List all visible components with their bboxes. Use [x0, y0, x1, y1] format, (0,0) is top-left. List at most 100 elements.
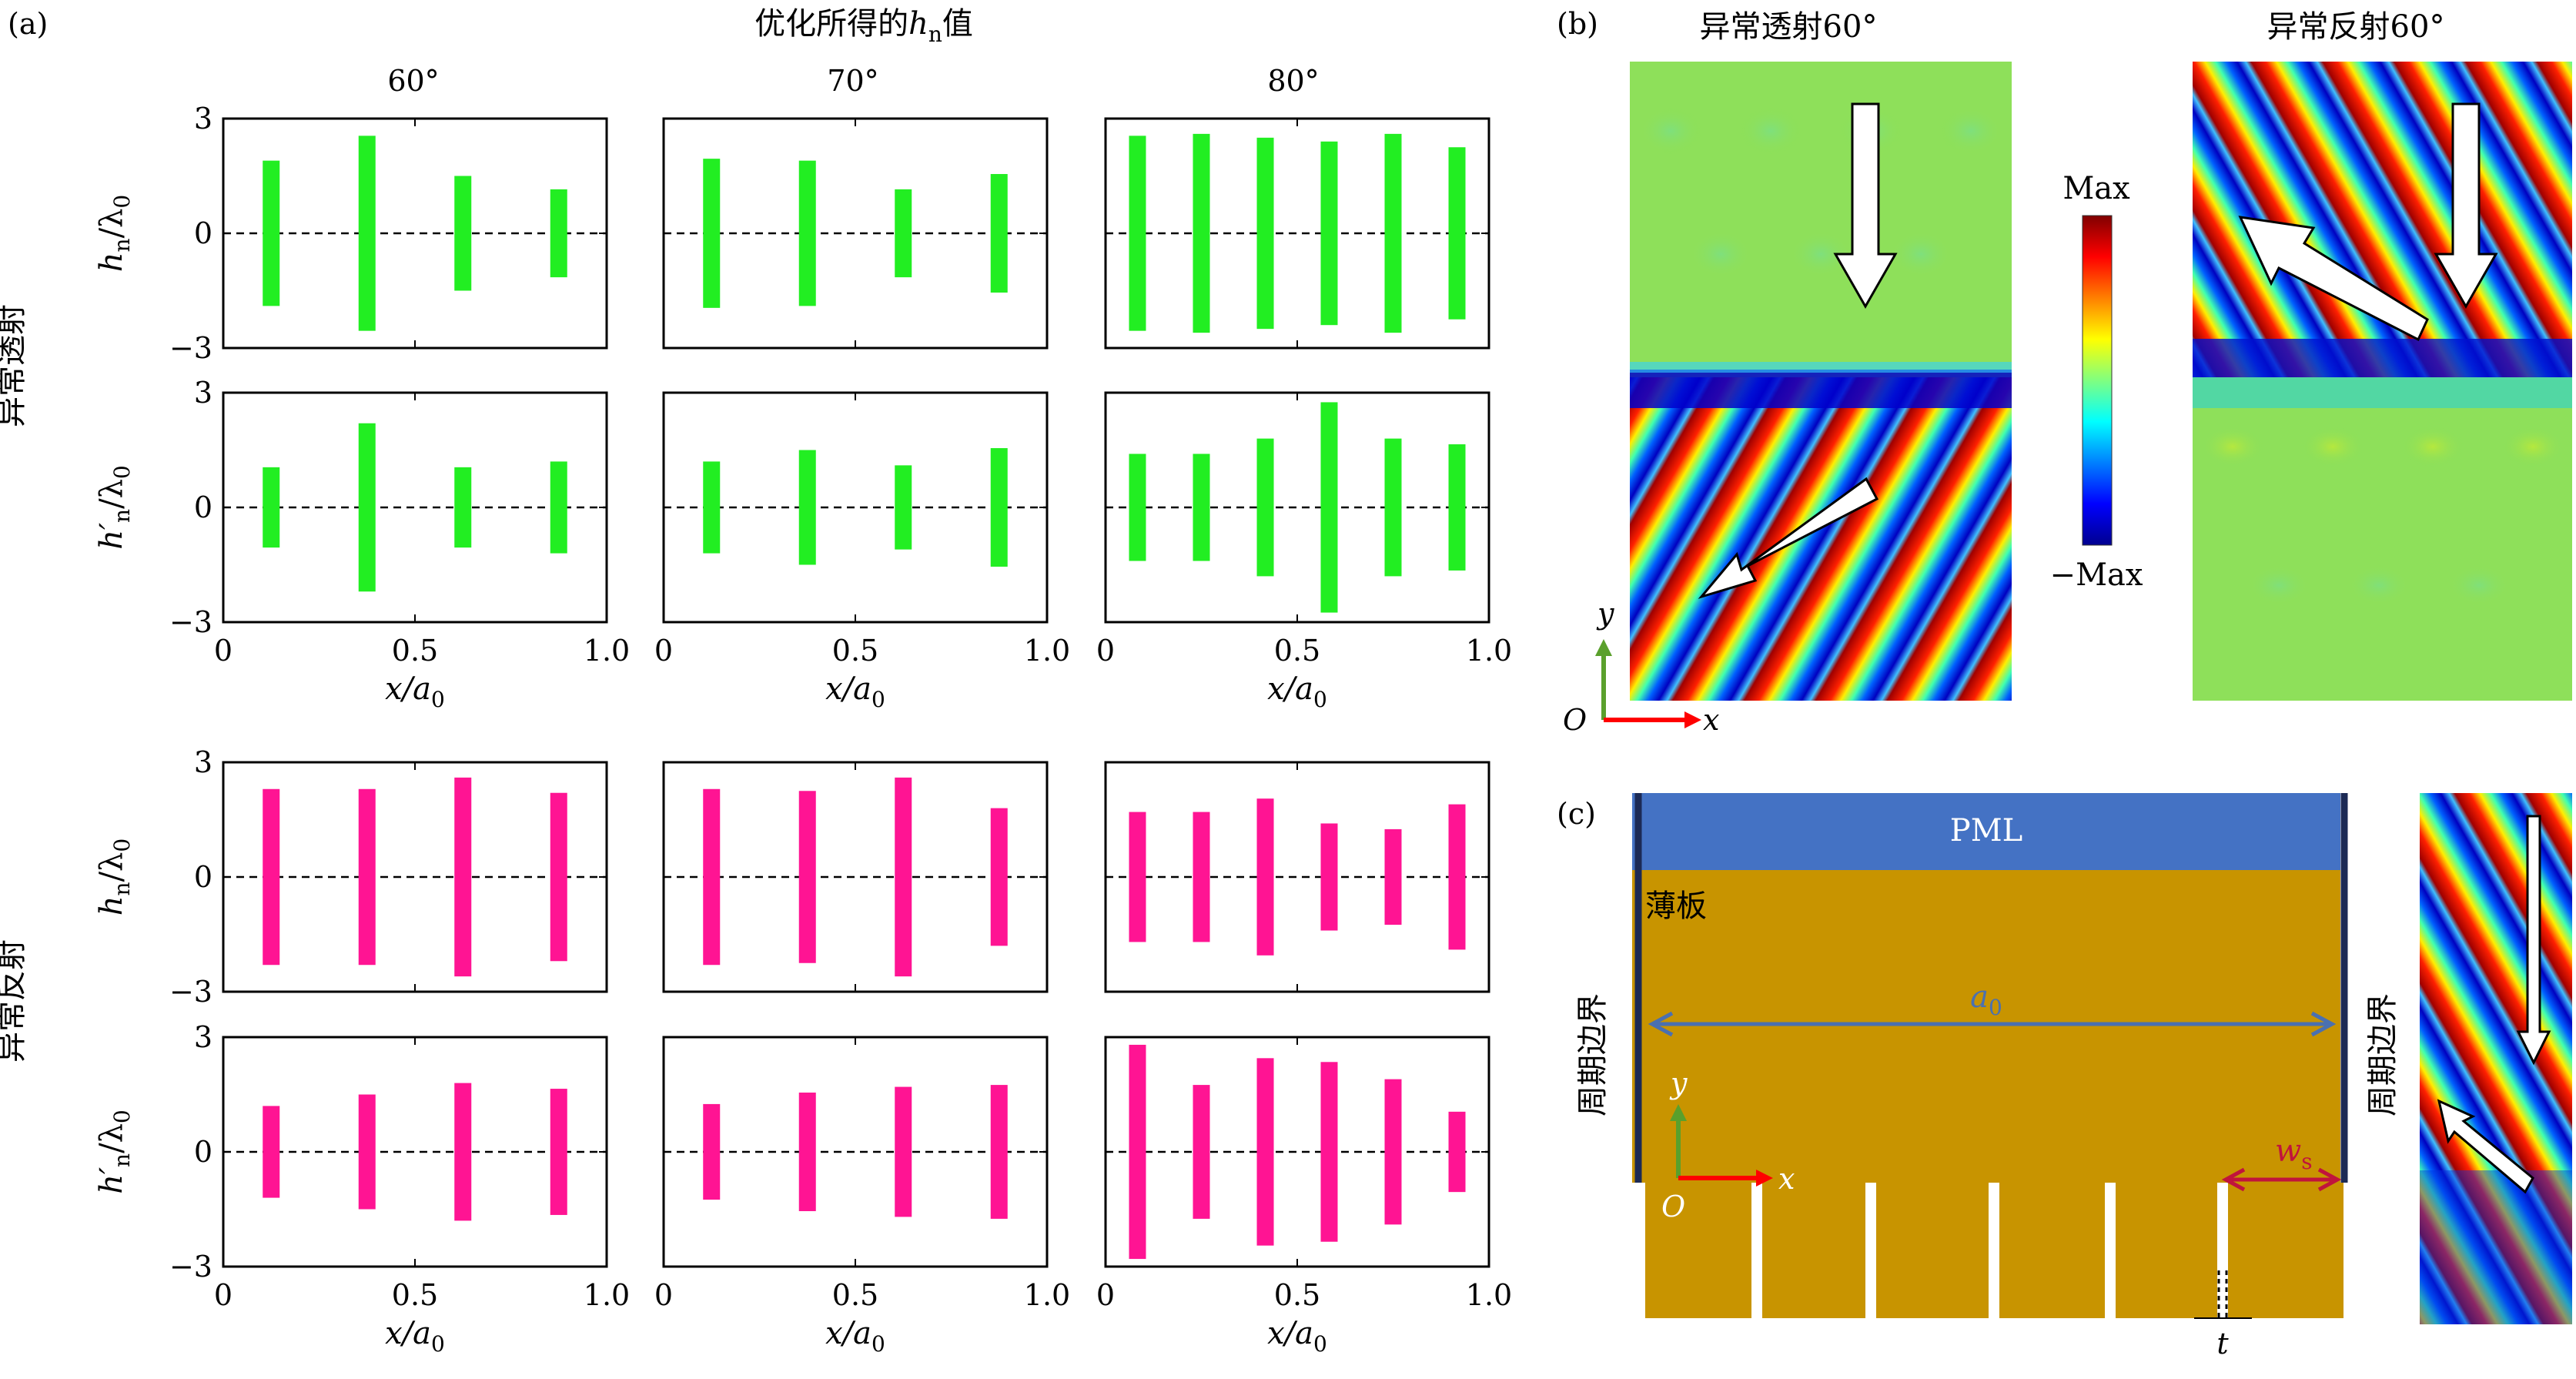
transmitted-arrow: [1698, 477, 1879, 599]
x-tick-label: 1.0: [584, 634, 630, 668]
y-tick-label: 0: [194, 1135, 212, 1169]
bar: [1320, 1062, 1338, 1242]
bar: [550, 1089, 567, 1215]
field-title-reflection: 异常反射60°: [2267, 9, 2445, 45]
bar: [1193, 812, 1210, 942]
bar: [990, 174, 1008, 293]
incident-arrow-r: [2434, 102, 2498, 310]
bar: [1448, 1111, 1466, 1193]
subplot-reflection-60-hprime: 30−30 0.5 1.0x/a0h′n/λ0: [94, 1020, 630, 1357]
y-tick-label: 3: [194, 376, 212, 410]
colorbar-max: Max: [2062, 171, 2130, 206]
subplot-reflection-80-hprime: 0 0.5 1.0 x/a0: [1096, 1036, 1512, 1357]
periodic-label-right: 周期边界: [2365, 993, 2400, 1116]
column-title-60: 60°: [387, 64, 439, 98]
x-axis-label: x/a0: [385, 671, 445, 712]
y-tick-label: 3: [194, 102, 212, 136]
bar: [358, 423, 376, 592]
bar: [895, 777, 912, 977]
bar: [550, 189, 567, 278]
bar: [263, 160, 280, 306]
subplot-transmission-80-hprime: 0 0.5 1.0 x/a0: [1096, 391, 1512, 712]
y-axis-label: h′n/λ0: [94, 1110, 135, 1194]
subplot-transmission-70-h: [662, 117, 1049, 350]
bar: [895, 465, 912, 550]
column-title-70: 70°: [827, 64, 878, 98]
plate-body: [1632, 870, 2340, 1183]
x-tick-label: 0: [654, 1278, 673, 1312]
bar: [1256, 137, 1274, 330]
subplot-reflection-70-hprime: 0 0.5 1.0 x/a0: [654, 1036, 1070, 1357]
reflected-arrow: [2238, 216, 2429, 342]
x-tick-label: 0: [214, 634, 233, 668]
y-tick-label: 0: [194, 216, 212, 250]
bar: [454, 467, 472, 548]
field-map-transmission: [1630, 62, 2012, 701]
x-tick-label: 0: [1096, 1278, 1115, 1312]
bar: [1256, 798, 1274, 956]
x-axis-label: x/a0: [385, 1316, 445, 1357]
c-axis-y: y: [1669, 1066, 1688, 1100]
bar: [895, 1086, 912, 1217]
colorbar: Max −Max: [2050, 171, 2143, 593]
a0-label: a0: [1970, 979, 2002, 1020]
x-axis-label: x/a0: [825, 1316, 885, 1357]
colorbar-min: −Max: [2050, 557, 2143, 593]
panel-a-heading: 优化所得的hn值: [754, 6, 973, 47]
bar: [550, 792, 567, 962]
bar: [1320, 823, 1338, 931]
bar: [358, 136, 376, 331]
x-tick-label: 0.5: [1274, 1278, 1320, 1312]
subplot-transmission-80-h: [1104, 117, 1490, 350]
bar: [1384, 1079, 1402, 1225]
subplot-transmission-60-h: 3 0 −3 hn/λ0: [94, 102, 608, 365]
bar: [454, 777, 472, 977]
ws-label: ws: [2275, 1133, 2313, 1174]
x-tick-label: 0.5: [392, 634, 438, 668]
bar: [895, 189, 912, 278]
x-tick-label: 1.0: [1466, 1278, 1512, 1312]
field-title-transmission: 异常透射60°: [1700, 9, 1878, 45]
field-strip: [2420, 793, 2572, 1324]
row-group-transmission: 异常透射: [0, 304, 29, 427]
plate-teeth: [1645, 1183, 2343, 1318]
bar: [703, 159, 721, 308]
bar: [703, 1103, 721, 1200]
bar: [1256, 1058, 1274, 1246]
x-tick-label: 1.0: [584, 1278, 630, 1312]
y-axis-label: hn/λ0: [94, 195, 135, 272]
x-tick-label: 1.0: [1024, 1278, 1070, 1312]
panel-a-label: (a): [8, 7, 48, 41]
x-axis-label: x/a0: [1267, 1316, 1327, 1357]
pml-layer: [1632, 793, 2340, 870]
axis-label-x: x: [1703, 703, 1719, 737]
subplot-reflection-70-h: [662, 761, 1049, 993]
bar: [263, 788, 280, 966]
y-axis-label: hn/λ0: [94, 838, 135, 915]
y-tick-label: 3: [194, 1020, 212, 1054]
x-axis-label: x/a0: [825, 671, 885, 712]
x-tick-label: 0: [214, 1278, 233, 1312]
bar: [1448, 444, 1466, 571]
panel-b-label: (b): [1557, 7, 1598, 41]
bar: [1256, 438, 1274, 577]
c-origin: O: [1661, 1190, 1685, 1223]
plate-label: 薄板: [1645, 889, 1707, 924]
x-tick-label: 0.5: [392, 1278, 438, 1312]
x-tick-label: 0.5: [1274, 634, 1320, 668]
subplot-transmission-70-hprime: 0 0.5 1.0 x/a0: [654, 391, 1070, 712]
bar: [454, 176, 472, 291]
panel-c-label: (c): [1557, 797, 1596, 831]
bar: [1129, 812, 1146, 942]
y-tick-label: 0: [194, 860, 212, 894]
x-tick-label: 0: [654, 634, 673, 668]
bar: [1448, 147, 1466, 320]
axis-label-y: y: [1596, 597, 1614, 631]
bar: [990, 448, 1008, 567]
x-tick-label: 0.5: [832, 1278, 878, 1312]
bar: [454, 1083, 472, 1221]
bar: [1384, 133, 1402, 333]
column-title-80: 80°: [1267, 64, 1319, 98]
y-tick-label: 0: [194, 490, 212, 524]
